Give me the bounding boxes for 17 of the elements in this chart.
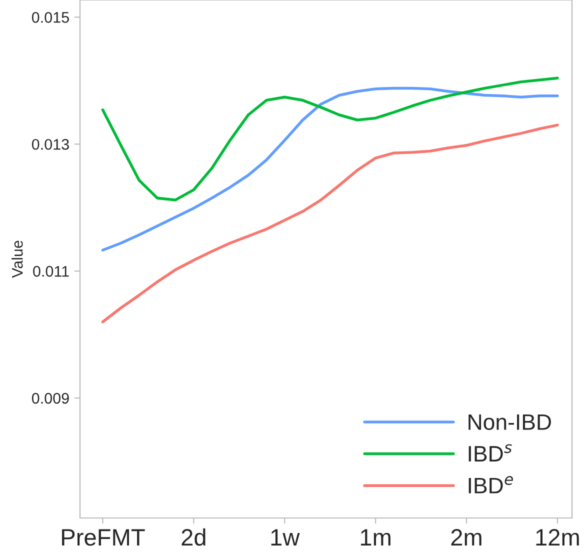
x-tick-label: 12m: [536, 529, 579, 546]
x-tick-label: PreFMT: [62, 529, 145, 546]
legend-label: Non-IBD: [468, 414, 551, 430]
line-series: [101, 76, 559, 202]
line-series: [101, 86, 559, 252]
x-tick-label: 1m: [360, 529, 390, 546]
legend-label: IBD$^{s}$: [468, 444, 512, 462]
y-axis-title: Value: [12, 240, 23, 278]
y-tick-label: 0.015: [32, 12, 69, 23]
x-tick-label: 1w: [271, 529, 300, 546]
x-tick-label: 2m: [451, 529, 482, 546]
x-tick-label: 2d: [182, 528, 206, 546]
y-tick-label: 0.011: [33, 266, 69, 277]
y-tick-label: 0.009: [32, 392, 69, 404]
legend-label: IBD$^{e}$: [468, 476, 513, 494]
y-tick-label: 0.013: [32, 138, 69, 150]
line-series: [101, 124, 559, 324]
